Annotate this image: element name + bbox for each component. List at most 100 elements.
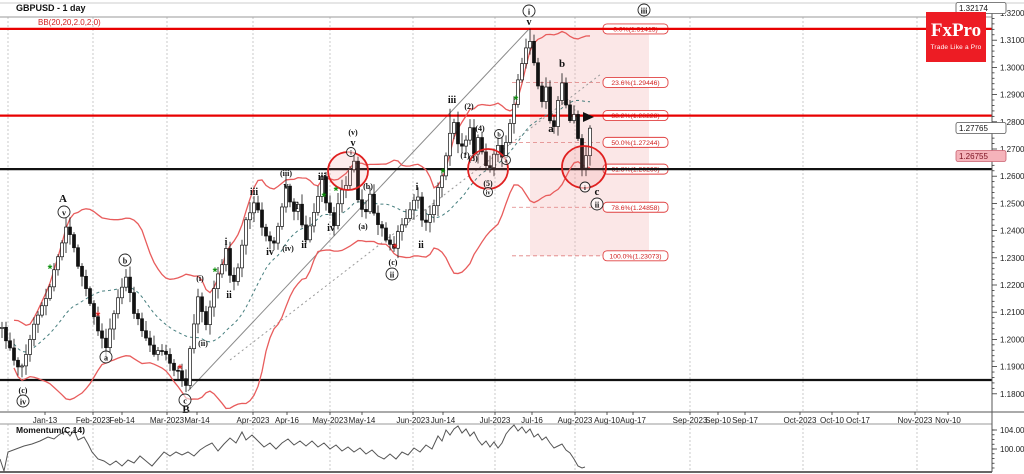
svg-text:b: b: [123, 256, 128, 265]
svg-text:1.24000: 1.24000: [1000, 227, 1024, 236]
svg-text:1.32174: 1.32174: [959, 4, 988, 13]
svg-text:iii: iii: [250, 187, 259, 198]
svg-text:Mar-14: Mar-14: [184, 416, 210, 425]
svg-text:iv: iv: [486, 190, 492, 196]
direction-arrow-icon: [583, 112, 594, 122]
svg-text:Jan-13: Jan-13: [33, 416, 58, 425]
brand-tagline: Trade Like a Pro: [930, 44, 982, 51]
svg-text:i: i: [350, 150, 352, 156]
svg-text:iii: iii: [641, 6, 648, 15]
svg-text:v: v: [527, 17, 532, 28]
momentum-panel: 104.000 100.000: [0, 424, 1024, 473]
svg-text:May-2023: May-2023: [312, 416, 348, 425]
svg-text:104.000: 104.000: [1000, 426, 1024, 435]
svg-text:*: *: [514, 93, 519, 107]
svg-text:a: a: [504, 158, 507, 164]
svg-text:ii: ii: [418, 240, 424, 251]
svg-text:iv: iv: [327, 223, 335, 234]
svg-text:a: a: [104, 353, 108, 362]
svg-text:ii: ii: [226, 290, 232, 301]
svg-text:1.20000: 1.20000: [1000, 335, 1024, 344]
svg-text:1.23000: 1.23000: [1000, 254, 1024, 263]
date-axis[interactable]: Jan-13 Feb-2023 Feb-14 Mar-2023 Mar-14 Apr-20…: [33, 412, 962, 425]
svg-text:c: c: [595, 186, 600, 198]
svg-text:(3): (3): [468, 154, 478, 163]
svg-text:1.28000: 1.28000: [1000, 118, 1024, 127]
svg-text:1.29000: 1.29000: [1000, 91, 1024, 100]
svg-text:Nov-10: Nov-10: [935, 416, 961, 425]
svg-text:i: i: [225, 237, 228, 248]
svg-text:Aug-2023: Aug-2023: [558, 416, 593, 425]
svg-text:ii: ii: [301, 240, 307, 251]
svg-text:ii: ii: [595, 200, 600, 209]
svg-text:iii: iii: [448, 95, 457, 106]
svg-text:23.6%(1.29446): 23.6%(1.29446): [611, 80, 659, 87]
svg-text:1.26755: 1.26755: [959, 152, 988, 161]
svg-text:*: *: [213, 265, 218, 279]
svg-text:iv: iv: [20, 397, 27, 406]
svg-text:1.32000: 1.32000: [1000, 9, 1024, 18]
svg-text:Oct-2023: Oct-2023: [784, 416, 817, 425]
svg-text:b: b: [559, 58, 565, 70]
svg-text:*: *: [48, 262, 53, 276]
svg-text:(v): (v): [348, 128, 358, 137]
svg-text:100.000: 100.000: [1000, 445, 1024, 454]
svg-text:Jun-2023: Jun-2023: [396, 416, 430, 425]
svg-text:i: i: [416, 182, 419, 193]
candlesticks: [0, 28, 592, 393]
svg-text:ii: ii: [390, 270, 395, 279]
highlight-ellipses: [327, 145, 607, 191]
svg-text:(a): (a): [358, 222, 368, 231]
svg-text:(iv): (iv): [282, 244, 294, 253]
svg-text:(ii): (ii): [198, 339, 208, 348]
svg-text:1.27000: 1.27000: [1000, 145, 1024, 154]
svg-text:1.31000: 1.31000: [1000, 36, 1024, 45]
svg-text:A: A: [59, 193, 67, 205]
brand-name: FxPro: [930, 20, 982, 41]
svg-text:iii: iii: [318, 172, 327, 183]
svg-text:B: B: [182, 404, 190, 416]
svg-text:Nov-2023: Nov-2023: [898, 416, 933, 425]
momentum-indicator-label: Momentum(C,14): [16, 425, 85, 435]
svg-text:*: *: [322, 190, 327, 204]
svg-text:Feb-2023: Feb-2023: [76, 416, 111, 425]
svg-text:50.0%(1.27244): 50.0%(1.27244): [611, 140, 659, 147]
svg-text:1.27765: 1.27765: [959, 124, 988, 133]
svg-text:(2): (2): [464, 102, 474, 111]
svg-text:Feb-14: Feb-14: [109, 416, 135, 425]
svg-text:1.18000: 1.18000: [1000, 390, 1024, 399]
bollinger-indicator-label: BB(20,20,2.0,2.0): [38, 18, 101, 27]
svg-text:Aug-10: Aug-10: [594, 416, 620, 425]
month-gridlines: [7, 17, 918, 472]
svg-text:(5): (5): [483, 179, 493, 188]
svg-text:*: *: [334, 184, 339, 198]
svg-text:(b): (b): [363, 182, 373, 191]
svg-text:Jun-14: Jun-14: [431, 416, 456, 425]
svg-text:(4): (4): [475, 124, 485, 133]
svg-text:Aug-17: Aug-17: [620, 416, 646, 425]
svg-text:i: i: [584, 185, 586, 192]
svg-text:1.26000: 1.26000: [1000, 172, 1024, 181]
svg-text:(c): (c): [19, 386, 28, 395]
svg-text:Jul-16: Jul-16: [521, 416, 543, 425]
price-axis[interactable]: 1.18000 1.19000 1.20000 1.21000 1.22000 1.230…: [955, 2, 1024, 399]
svg-text:b: b: [497, 132, 501, 138]
svg-text:1.30000: 1.30000: [1000, 63, 1024, 72]
svg-text:*: *: [393, 241, 398, 255]
svg-text:(iii): (iii): [280, 169, 292, 178]
svg-text:i: i: [296, 201, 299, 212]
svg-text:1.22000: 1.22000: [1000, 281, 1024, 290]
svg-text:Sep-10: Sep-10: [705, 416, 731, 425]
svg-text:a: a: [548, 123, 554, 135]
svg-text:iv: iv: [266, 247, 274, 258]
svg-text:v: v: [284, 181, 289, 192]
svg-text:v: v: [351, 138, 356, 149]
svg-text:(1): (1): [460, 151, 470, 160]
svg-text:c: c: [183, 396, 187, 405]
svg-text:Jul-2023: Jul-2023: [480, 416, 511, 425]
svg-text:Oct-10: Oct-10: [820, 416, 845, 425]
svg-text:1.21000: 1.21000: [1000, 308, 1024, 317]
